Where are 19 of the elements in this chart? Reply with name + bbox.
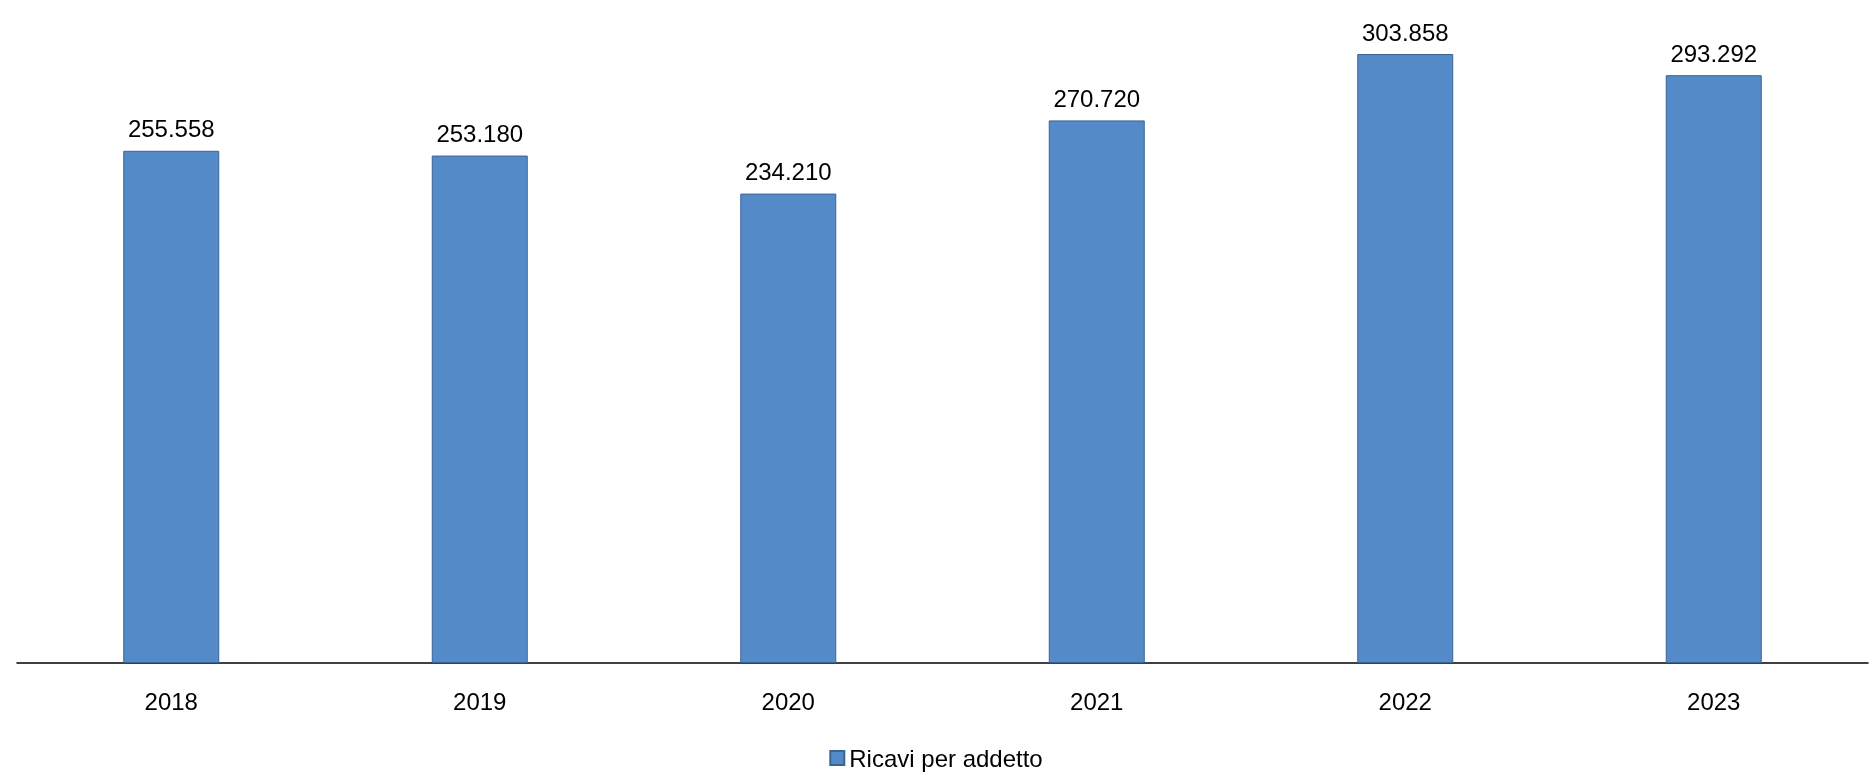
bar xyxy=(1665,75,1762,663)
x-tick-label: 2018 xyxy=(144,687,198,715)
data-label: 253.180 xyxy=(436,120,524,148)
bar xyxy=(1357,54,1454,663)
x-tick-label: 2020 xyxy=(761,687,815,715)
bar xyxy=(123,150,220,663)
data-label: 293.292 xyxy=(1670,39,1758,67)
x-tick-label: 2022 xyxy=(1378,687,1432,715)
data-label: 255.558 xyxy=(127,115,215,143)
data-label: 270.720 xyxy=(1053,84,1141,112)
data-label: 303.858 xyxy=(1361,18,1449,46)
x-tick-label: 2023 xyxy=(1687,687,1741,715)
bar xyxy=(740,193,837,663)
bar xyxy=(1048,120,1145,663)
data-label: 234.210 xyxy=(744,158,832,186)
x-tick-label: 2019 xyxy=(453,687,507,715)
bar xyxy=(431,155,528,663)
x-tick-label: 2021 xyxy=(1070,687,1124,715)
legend-label: Ricavi per addetto xyxy=(849,744,1043,772)
